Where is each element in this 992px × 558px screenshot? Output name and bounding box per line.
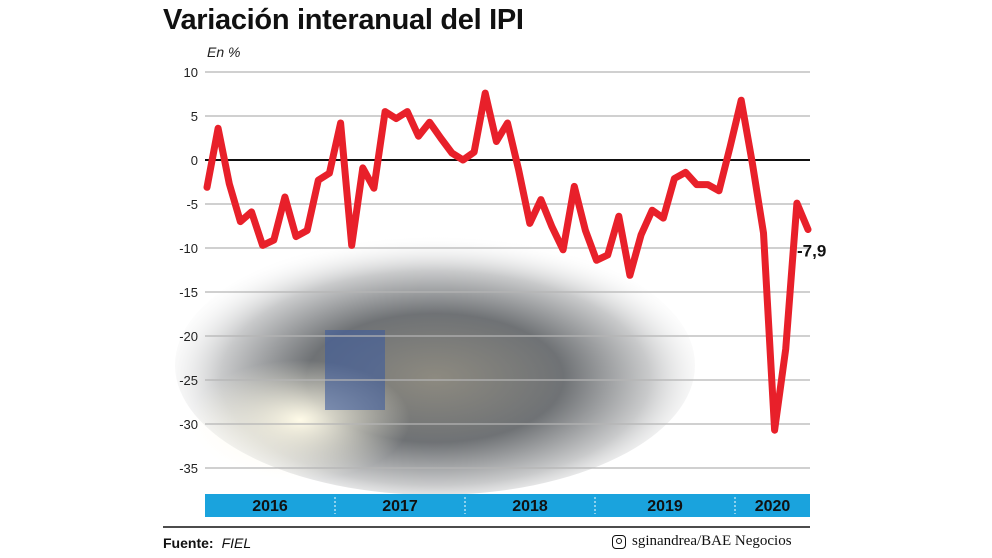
source-value: FIEL bbox=[221, 535, 252, 551]
x-tick-label: 2016 bbox=[252, 498, 288, 515]
y-tick-label: -25 bbox=[179, 373, 198, 388]
x-axis-band bbox=[205, 494, 810, 517]
x-tick-label: 2019 bbox=[647, 498, 683, 515]
y-tick-label: -30 bbox=[179, 417, 198, 432]
x-tick-label: 2020 bbox=[755, 498, 791, 515]
last-value-label: -7,9 bbox=[797, 242, 826, 261]
y-tick-label: 10 bbox=[184, 65, 198, 80]
x-tick-label: 2018 bbox=[512, 498, 548, 515]
y-axis-label: En % bbox=[207, 44, 241, 60]
y-tick-label: -35 bbox=[179, 461, 198, 476]
credit-text: sginandrea/BAE Negocios bbox=[632, 533, 792, 549]
x-tick-label: 2017 bbox=[382, 498, 418, 515]
source: Fuente: FIEL bbox=[163, 535, 251, 551]
chart-title: Variación interanual del IPI bbox=[163, 4, 524, 36]
background-photo bbox=[175, 235, 695, 495]
y-tick-label: -10 bbox=[179, 241, 198, 256]
y-tick-label: 0 bbox=[191, 153, 198, 168]
y-tick-label: -5 bbox=[186, 197, 198, 212]
y-tick-label: 5 bbox=[191, 109, 198, 124]
y-tick-label: -20 bbox=[179, 329, 198, 344]
source-label: Fuente: bbox=[163, 535, 214, 551]
instagram-icon bbox=[612, 534, 626, 549]
y-tick-label: -15 bbox=[179, 285, 198, 300]
credit: sginandrea/BAE Negocios bbox=[612, 533, 792, 550]
